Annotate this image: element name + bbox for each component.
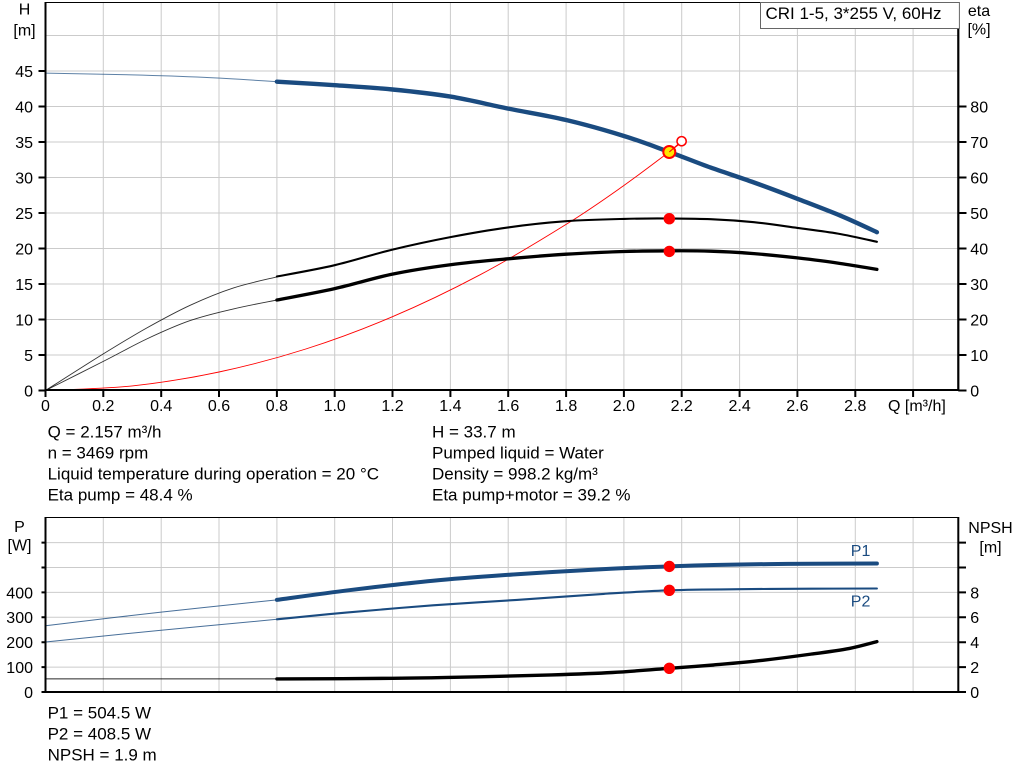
svg-text:10: 10: [970, 348, 988, 365]
svg-text:Eta pump = 48.4 %: Eta pump = 48.4 %: [48, 486, 193, 505]
svg-text:P2 = 408.5 W: P2 = 408.5 W: [48, 725, 151, 744]
svg-text:0: 0: [970, 685, 979, 702]
svg-text:2: 2: [970, 660, 979, 677]
svg-text:n = 3469 rpm: n = 3469 rpm: [48, 444, 149, 463]
svg-text:20: 20: [970, 312, 988, 329]
svg-text:1.8: 1.8: [555, 398, 577, 415]
svg-text:2.4: 2.4: [728, 398, 750, 415]
svg-text:P: P: [14, 519, 25, 536]
svg-text:40: 40: [970, 241, 988, 258]
svg-text:P1: P1: [851, 543, 871, 560]
svg-text:80: 80: [970, 99, 988, 116]
svg-text:40: 40: [15, 99, 33, 116]
svg-text:NPSH: NPSH: [968, 520, 1012, 537]
svg-text:[m]: [m]: [979, 540, 1001, 557]
svg-text:30: 30: [970, 277, 988, 294]
svg-text:eta: eta: [968, 3, 990, 20]
svg-text:Q = 2.157 m³/h: Q = 2.157 m³/h: [48, 423, 162, 442]
svg-text:45: 45: [15, 64, 33, 81]
svg-text:10: 10: [15, 312, 33, 329]
svg-text:0.8: 0.8: [266, 398, 288, 415]
svg-text:[%]: [%]: [967, 22, 990, 39]
svg-text:70: 70: [970, 135, 988, 152]
svg-text:100: 100: [6, 660, 33, 677]
svg-text:Q [m³/h]: Q [m³/h]: [888, 398, 946, 415]
svg-text:1.0: 1.0: [324, 398, 346, 415]
svg-text:Eta pump+motor = 39.2 %: Eta pump+motor = 39.2 %: [432, 486, 630, 505]
svg-text:P1 = 504.5 W: P1 = 504.5 W: [48, 704, 151, 723]
svg-text:2.2: 2.2: [671, 398, 693, 415]
svg-text:0: 0: [41, 398, 50, 415]
svg-text:Density = 998.2 kg/m³: Density = 998.2 kg/m³: [432, 465, 598, 484]
svg-text:30: 30: [15, 170, 33, 187]
svg-text:8: 8: [970, 585, 979, 602]
svg-text:H = 33.7 m: H = 33.7 m: [432, 423, 516, 442]
svg-text:2.8: 2.8: [844, 398, 866, 415]
svg-text:0.6: 0.6: [208, 398, 230, 415]
svg-text:NPSH = 1.9 m: NPSH = 1.9 m: [48, 746, 157, 765]
svg-text:Liquid temperature during oper: Liquid temperature during operation = 20…: [48, 465, 379, 484]
svg-text:20: 20: [15, 241, 33, 258]
svg-text:H: H: [19, 2, 31, 19]
svg-text:200: 200: [6, 635, 33, 652]
svg-text:1.4: 1.4: [439, 398, 461, 415]
svg-text:0: 0: [970, 383, 979, 400]
svg-text:[m]: [m]: [13, 23, 35, 40]
svg-text:4: 4: [970, 635, 979, 652]
svg-text:2.6: 2.6: [786, 398, 808, 415]
svg-text:15: 15: [15, 277, 33, 294]
svg-text:2.0: 2.0: [613, 398, 635, 415]
svg-text:60: 60: [970, 170, 988, 187]
svg-text:[W]: [W]: [8, 538, 32, 555]
svg-text:0.4: 0.4: [150, 398, 172, 415]
svg-text:0.2: 0.2: [92, 398, 114, 415]
svg-text:50: 50: [970, 206, 988, 223]
svg-text:P2: P2: [851, 594, 871, 611]
svg-text:35: 35: [15, 135, 33, 152]
svg-text:Pumped liquid = Water: Pumped liquid = Water: [432, 444, 604, 463]
svg-text:300: 300: [6, 610, 33, 627]
svg-text:1.2: 1.2: [381, 398, 403, 415]
svg-text:6: 6: [970, 610, 979, 627]
svg-text:400: 400: [6, 585, 33, 602]
svg-text:25: 25: [15, 206, 33, 223]
svg-text:CRI 1-5, 3*255 V, 60Hz: CRI 1-5, 3*255 V, 60Hz: [765, 4, 941, 23]
svg-text:0: 0: [24, 685, 33, 702]
svg-text:0: 0: [24, 383, 33, 400]
svg-text:5: 5: [24, 348, 33, 365]
svg-text:1.6: 1.6: [497, 398, 519, 415]
